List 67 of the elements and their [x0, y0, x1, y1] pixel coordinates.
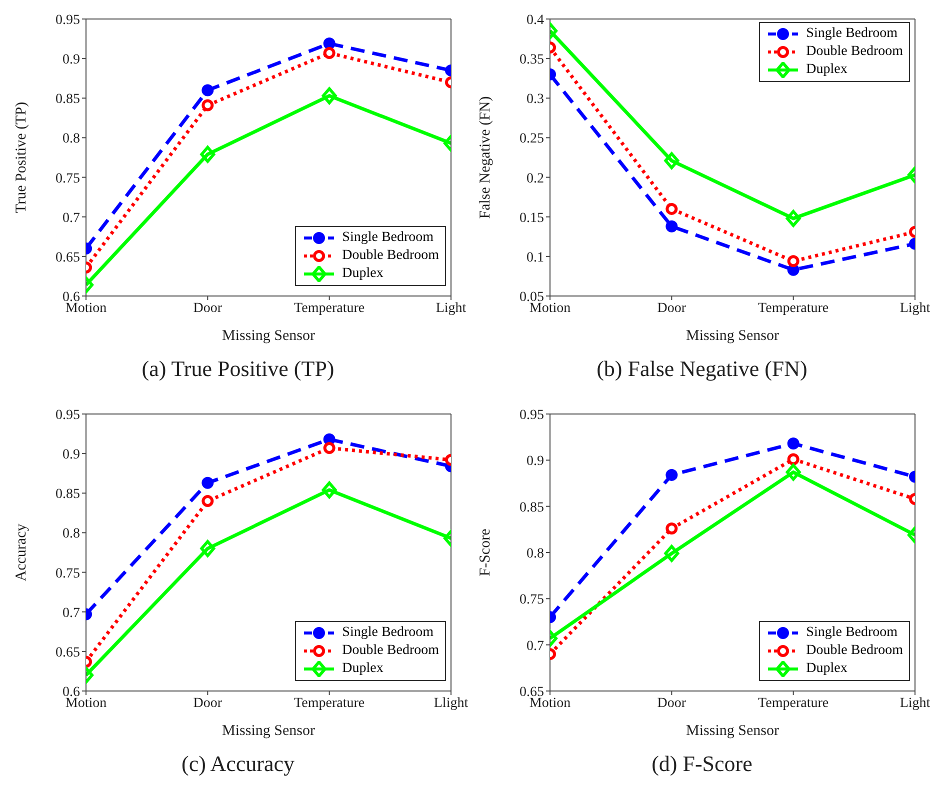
y-tick-label: 0.15 — [520, 210, 544, 226]
y-tick-label: 0.2 — [526, 171, 544, 186]
y-tick-label: 0.85 — [56, 487, 80, 502]
y-tick-label: 0.65 — [56, 645, 80, 660]
x-tick-label: Temperature — [758, 696, 829, 711]
text: (b) False Negative (FN) — [596, 356, 808, 382]
legend-label: Double Bedroom — [342, 643, 439, 659]
y-tick-label: 0.75 — [520, 592, 544, 608]
y-tick-label: 0.1 — [526, 250, 544, 266]
x-axis-title: Missing Sensor — [686, 328, 779, 344]
legend-label: Single Bedroom — [342, 625, 434, 641]
x-tick-label: Door — [657, 696, 686, 711]
x-tick-label: Llight — [434, 696, 468, 711]
x-tick-label: Light — [900, 696, 930, 711]
y-tick-label: 0.95 — [56, 408, 80, 423]
legend-label: Double Bedroom — [342, 248, 439, 264]
y-tick-label: 0.85 — [56, 92, 80, 108]
legend-label: Duplex — [806, 661, 848, 677]
y-tick-label: 0.75 — [56, 566, 80, 582]
legend-label: Single Bedroom — [806, 625, 898, 641]
y-axis-title: False Negative (FN) — [477, 96, 494, 219]
legend-label: Duplex — [342, 266, 384, 282]
legend-label: Single Bedroom — [806, 26, 898, 42]
y-tick-label: 0.7 — [62, 210, 80, 226]
y-tick-label: 0.75 — [56, 171, 80, 186]
x-axis-title: Missing Sensor — [222, 328, 315, 344]
legend-label: Single Bedroom — [342, 230, 434, 246]
x-tick-label: Motion — [529, 300, 571, 316]
legend-label: Duplex — [806, 62, 848, 78]
y-tick-label: 0.8 — [526, 546, 544, 562]
y-tick-label: 0.95 — [520, 408, 544, 423]
y-tick-label: 0.7 — [62, 606, 80, 621]
y-axis-title: True Positive (TP) — [13, 102, 30, 214]
y-tick-label: 0.8 — [62, 132, 80, 147]
y-tick-label: 0.85 — [520, 500, 544, 516]
text: (c) Accuracy — [180, 751, 296, 777]
x-tick-label: Temperature — [294, 696, 365, 711]
x-tick-label: Temperature — [294, 300, 365, 316]
legend-label: Duplex — [342, 661, 384, 677]
y-tick-label: 0.25 — [520, 132, 544, 147]
y-tick-label: 0.65 — [56, 250, 80, 266]
y-tick-label: 0.95 — [56, 12, 80, 28]
x-tick-label: Temperature — [758, 300, 829, 316]
y-tick-label: 0.9 — [62, 52, 80, 68]
y-tick-label: 0.3 — [526, 92, 544, 108]
x-tick-label: Door — [193, 300, 222, 316]
x-tick-label: Motion — [65, 300, 107, 316]
legend-label: Double Bedroom — [806, 643, 903, 659]
y-axis-title: F-Score — [477, 528, 494, 576]
x-tick-label: Door — [657, 300, 686, 316]
x-tick-label: Motion — [65, 696, 107, 711]
x-tick-label: Light — [436, 300, 466, 316]
y-axis-title: Accuracy — [13, 523, 30, 582]
x-tick-label: Motion — [529, 696, 571, 711]
text: (d) F-Score — [650, 751, 754, 777]
x-axis-title: Missing Sensor — [686, 723, 779, 739]
y-tick-label: 0.35 — [520, 52, 544, 68]
y-tick-label: 0.9 — [62, 448, 80, 463]
legend-label: Double Bedroom — [806, 44, 903, 60]
y-tick-label: 0.8 — [62, 526, 80, 542]
x-tick-label: Light — [900, 300, 930, 316]
x-axis-title: Missing Sensor — [222, 723, 315, 739]
y-tick-label: 0.9 — [526, 454, 544, 470]
y-tick-label: 0.4 — [526, 12, 544, 28]
y-tick-label: 0.7 — [526, 638, 544, 654]
text: (a) True Positive (TP) — [140, 356, 336, 382]
x-tick-label: Door — [193, 696, 222, 711]
